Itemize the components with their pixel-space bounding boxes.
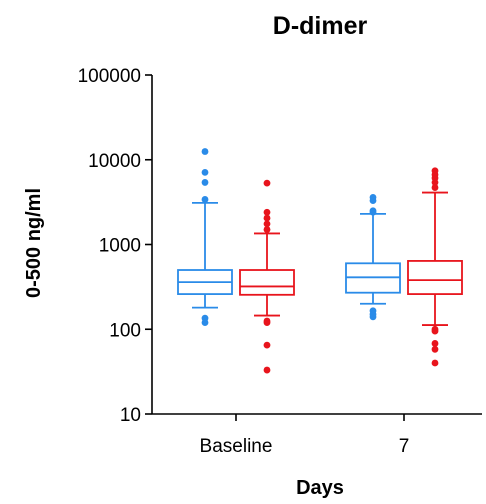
box xyxy=(407,260,463,295)
outlier-point xyxy=(263,366,271,374)
outlier-point xyxy=(201,168,209,176)
y-tick-label: 10 xyxy=(120,405,141,426)
outlier-point xyxy=(201,148,209,155)
outlier-point xyxy=(201,196,209,203)
outlier-point xyxy=(263,179,271,187)
outlier-point xyxy=(263,208,271,216)
outlier-point xyxy=(201,319,209,326)
outlier-point xyxy=(263,319,271,326)
outlier-point xyxy=(369,197,377,204)
outlier-point xyxy=(431,345,439,353)
outlier-point xyxy=(431,184,439,191)
chart-title: D-dimer xyxy=(273,12,368,40)
box xyxy=(239,269,295,296)
plot-area: 10 100 1000 10000 100000 Baseline 7 xyxy=(78,66,482,457)
outlier-point xyxy=(431,359,439,367)
outlier-point xyxy=(369,313,377,321)
outlier-point xyxy=(263,214,271,222)
outlier-point xyxy=(431,340,439,347)
outlier-point xyxy=(431,179,439,186)
outlier-point xyxy=(201,179,209,186)
outlier-point xyxy=(263,226,271,233)
outlier-point xyxy=(263,341,271,349)
outlier-point xyxy=(369,208,377,216)
x-tick-label: Baseline xyxy=(200,436,273,457)
y-tick-label: 100000 xyxy=(78,66,141,87)
outlier-point xyxy=(431,327,439,335)
x-axis-title: Days xyxy=(296,477,344,499)
y-tick-label: 1000 xyxy=(99,236,141,257)
outlier-point xyxy=(263,220,271,228)
y-tick-label: 10000 xyxy=(88,151,141,172)
y-axis-title: 0-500 ng/ml xyxy=(23,188,45,298)
y-tick-label: 100 xyxy=(109,320,141,341)
x-tick-label: 7 xyxy=(399,436,410,457)
